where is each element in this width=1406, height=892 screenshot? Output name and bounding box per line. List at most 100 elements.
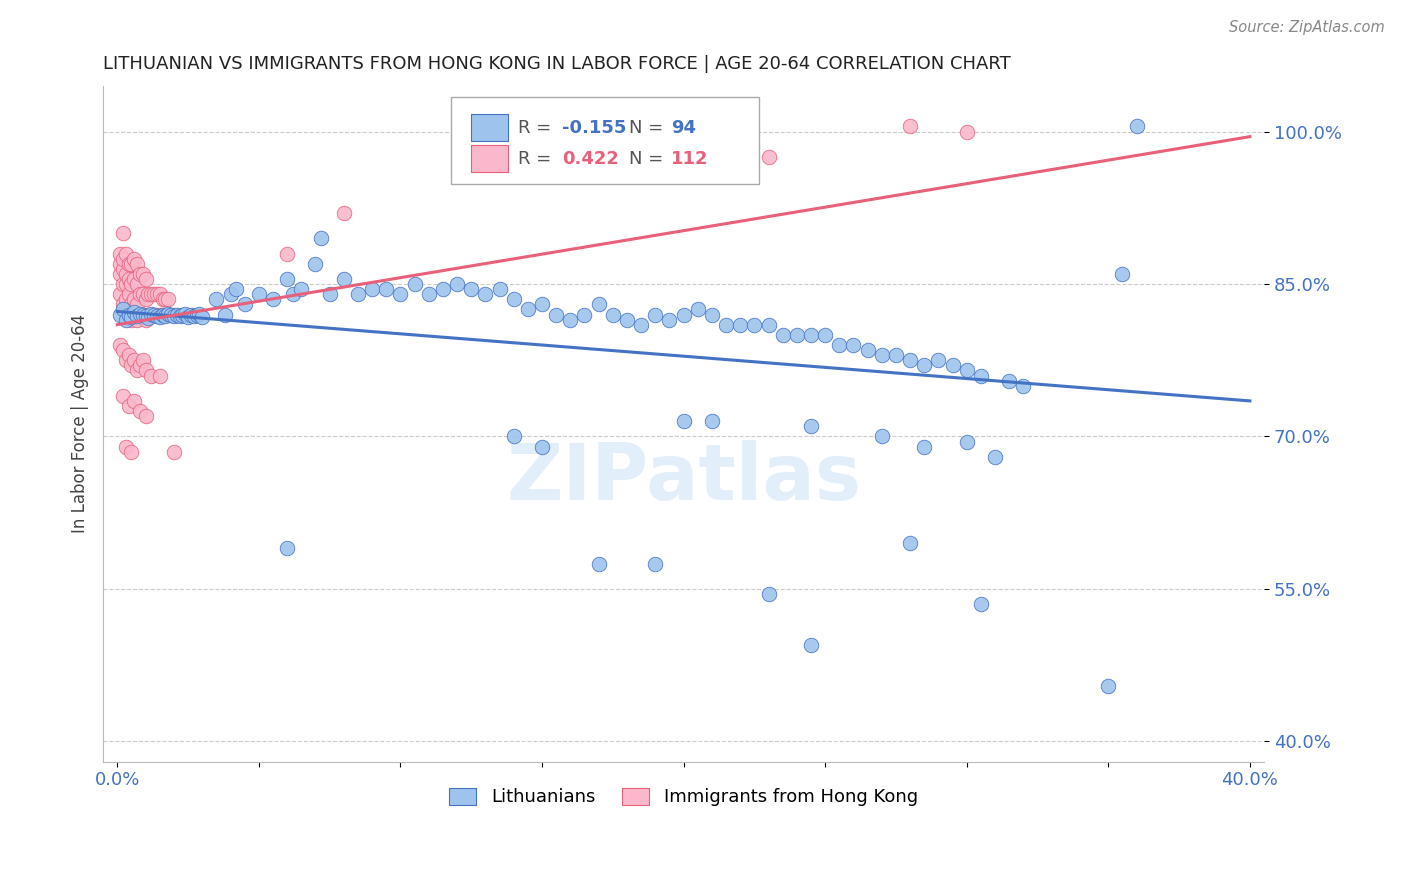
Point	[912, 359, 935, 373]
Point	[143, 308, 166, 322]
Point	[129, 267, 152, 281]
Point	[132, 308, 155, 322]
Point	[630, 318, 652, 332]
Point	[138, 308, 160, 322]
Point	[1111, 267, 1133, 281]
Point	[800, 638, 823, 652]
Point	[155, 309, 177, 323]
Point	[389, 287, 412, 301]
Point	[120, 312, 142, 326]
Point	[117, 272, 139, 286]
Point	[728, 318, 751, 332]
Point	[956, 434, 979, 449]
Point	[132, 308, 155, 322]
Point	[135, 409, 157, 424]
Point	[432, 282, 454, 296]
Point	[375, 282, 398, 296]
Point	[276, 541, 298, 556]
Point	[129, 306, 152, 320]
FancyBboxPatch shape	[471, 114, 509, 141]
Point	[143, 287, 166, 301]
Text: R =: R =	[517, 119, 557, 136]
Point	[418, 287, 440, 301]
Point	[141, 308, 163, 322]
Point	[546, 308, 568, 322]
Point	[127, 277, 149, 291]
Point	[114, 293, 136, 307]
Point	[127, 312, 149, 326]
Point	[111, 252, 134, 266]
Point	[333, 206, 356, 220]
Point	[800, 327, 823, 342]
Point	[149, 310, 172, 324]
Point	[183, 309, 205, 323]
Point	[111, 297, 134, 311]
Point	[129, 287, 152, 301]
Point	[309, 231, 332, 245]
Point	[111, 261, 134, 276]
Point	[672, 308, 695, 322]
Point	[912, 440, 935, 454]
Point	[108, 267, 131, 281]
Point	[998, 374, 1021, 388]
Text: LITHUANIAN VS IMMIGRANTS FROM HONG KONG IN LABOR FORCE | AGE 20-64 CORRELATION C: LITHUANIAN VS IMMIGRANTS FROM HONG KONG …	[103, 55, 1011, 73]
Point	[870, 348, 893, 362]
Point	[141, 368, 163, 383]
Point	[111, 302, 134, 317]
Point	[304, 257, 326, 271]
Point	[225, 282, 247, 296]
Point	[149, 287, 172, 301]
Point	[942, 359, 965, 373]
Point	[120, 277, 142, 291]
Point	[155, 308, 177, 322]
Point	[758, 318, 780, 332]
Point	[141, 306, 163, 320]
FancyBboxPatch shape	[471, 145, 509, 172]
Point	[120, 297, 142, 311]
Point	[127, 257, 149, 271]
Point	[135, 293, 157, 307]
Point	[531, 440, 554, 454]
Point	[927, 353, 949, 368]
Point	[124, 353, 146, 368]
Point	[117, 399, 139, 413]
Point	[117, 257, 139, 271]
Point	[205, 293, 228, 307]
Point	[108, 338, 131, 352]
Point	[117, 302, 139, 317]
Point	[108, 287, 131, 301]
Point	[160, 308, 183, 322]
Point	[186, 308, 208, 322]
Point	[276, 246, 298, 260]
Point	[588, 557, 610, 571]
Point	[120, 444, 142, 458]
Point	[404, 277, 426, 291]
Point	[117, 348, 139, 362]
Point	[157, 308, 180, 322]
Point	[141, 287, 163, 301]
Text: N =: N =	[628, 119, 669, 136]
Point	[149, 368, 172, 383]
Point	[120, 257, 142, 271]
FancyBboxPatch shape	[451, 97, 759, 184]
Point	[262, 293, 284, 307]
Point	[956, 124, 979, 138]
Point	[135, 363, 157, 377]
Point	[129, 404, 152, 418]
Text: N =: N =	[628, 150, 669, 168]
Point	[124, 305, 146, 319]
Point	[157, 306, 180, 320]
Point	[114, 277, 136, 291]
Point	[588, 297, 610, 311]
Point	[135, 312, 157, 326]
Point	[166, 308, 188, 322]
Point	[488, 282, 510, 296]
Point	[114, 308, 136, 322]
Point	[956, 363, 979, 377]
Point	[502, 429, 524, 443]
Point	[163, 308, 186, 322]
Point	[700, 414, 723, 428]
Point	[155, 293, 177, 307]
Point	[129, 359, 152, 373]
Point	[111, 226, 134, 240]
